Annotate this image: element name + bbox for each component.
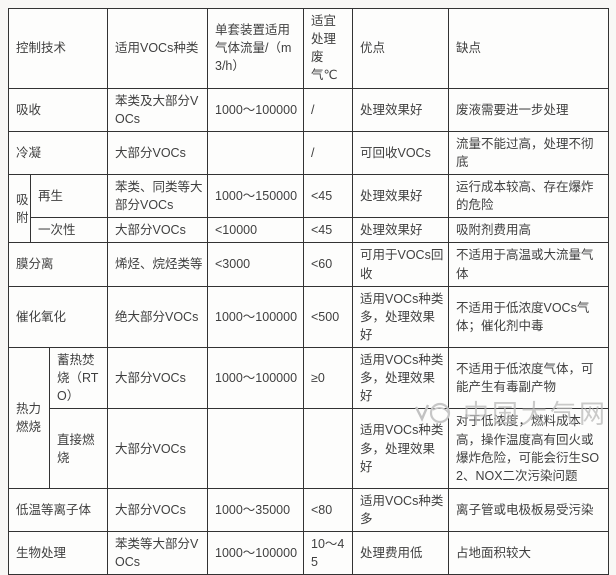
header-temp: 适宜处理废气℃ (303, 8, 353, 89)
vocs-comparison-table: 控制技术 适用VOCs种类 单套装置适用气体流量/（m3/h） 适宜处理废气℃ … (8, 8, 609, 575)
cell-cons: 占地面积较大 (448, 531, 609, 575)
cell-technology: 冷凝 (8, 130, 108, 176)
cell-temp: / (303, 130, 353, 176)
cell-cons: 不适用于高温或大流量气体 (448, 242, 609, 287)
cell-technology: 低温等离子体 (8, 487, 108, 533)
cell-flow-rate: <10000 (207, 217, 304, 244)
cell-voc-types: 大部分VOCs (107, 217, 208, 244)
cell-voc-types: 绝大部分VOCs (107, 285, 208, 349)
cell-technology: 膜分离 (8, 242, 108, 287)
header-control-technology: 控制技术 (8, 8, 108, 89)
cell-voc-types: 苯类、同类等大部分VOCs (107, 173, 208, 219)
cell-voc-types: 烯烃、烷烃类等 (107, 242, 208, 287)
table-header-row: 控制技术 适用VOCs种类 单套装置适用气体流量/（m3/h） 适宜处理废气℃ … (8, 8, 609, 89)
cell-technology-group: 吸附 (8, 173, 31, 244)
cell-technology: 生物处理 (8, 531, 108, 575)
cell-voc-types: 苯类及大部分VOCs (107, 87, 208, 132)
cell-pros: 处理费用低 (352, 531, 449, 575)
cell-temp: ≥0 (303, 346, 353, 410)
cell-temp: 10～45 (303, 531, 353, 575)
cell-cons: 流量不能过高，处理不彻底 (448, 130, 609, 176)
cell-sub-technology: 蓄热焚烧（RTO） (49, 346, 108, 410)
cell-flow-rate: 1000～35000 (207, 487, 304, 533)
table-row-condensation: 冷凝 大部分VOCs / 可回收VOCs 流量不能过高，处理不彻底 (8, 130, 609, 176)
table-row-adsorption-disposable: 一次性 大部分VOCs <10000 <45 处理效果好 吸附剂费用高 (9, 217, 609, 244)
table-row-biological: 生物处理 苯类等大部分VOCs 1000～100000 10～45 处理费用低 … (8, 531, 609, 575)
cell-flow-rate (207, 130, 304, 176)
cell-pros: 可回收VOCs (352, 130, 449, 176)
cell-pros: 处理效果好 (352, 173, 449, 219)
cell-voc-types: 大部分VOCs (107, 408, 208, 489)
cell-cons: 不适用于低浓度VOCs气体；催化剂中毒 (448, 285, 609, 349)
cell-flow-rate: 1000～100000 (207, 531, 304, 575)
cell-temp: <80 (303, 487, 353, 533)
cell-flow-rate: 1000～150000 (207, 173, 304, 219)
cell-pros: 适用VOCs种类多，处理效果好 (352, 408, 449, 489)
cell-pros: 处理效果好 (352, 87, 449, 132)
vocs-table-page: 控制技术 适用VOCs种类 单套装置适用气体流量/（m3/h） 适宜处理废气℃ … (8, 8, 609, 575)
cell-flow-rate: 1000～100000 (207, 346, 304, 410)
cell-flow-rate: <3000 (207, 242, 304, 287)
cell-cons: 运行成本较高、存在爆炸的危险 (448, 173, 609, 219)
table-row-thermal-direct: 直接燃烧 大部分VOCs 适用VOCs种类多，处理效果好 对于低浓度，燃料成本高… (9, 408, 609, 489)
cell-sub-technology: 直接燃烧 (49, 408, 108, 489)
table-row-absorption: 吸收 苯类及大部分VOCs 1000～100000 / 处理效果好 废液需要进一… (8, 87, 609, 132)
cell-flow-rate (207, 408, 304, 489)
header-pros: 优点 (352, 8, 449, 89)
cell-temp: / (303, 87, 353, 132)
cell-flow-rate: 1000～100000 (207, 87, 304, 132)
cell-pros: 适用VOCs种类多 (352, 487, 449, 533)
cell-cons: 吸附剂费用高 (448, 217, 609, 244)
cell-cons: 废液需要进一步处理 (448, 87, 609, 132)
table-row-thermal-rto: 热力燃烧 蓄热焚烧（RTO） 大部分VOCs 1000～100000 ≥0 适用… (8, 346, 609, 489)
header-voc-types: 适用VOCs种类 (107, 8, 208, 89)
cell-pros: 适用VOCs种类多，处理效果好 (352, 346, 449, 410)
cell-temp: <45 (303, 217, 353, 244)
cell-voc-types: 大部分VOCs (107, 487, 208, 533)
table-row-catalytic-oxidation: 催化氧化 绝大部分VOCs 1000～100000 <500 适用VOCs种类多… (8, 285, 609, 349)
cell-flow-rate: 1000～100000 (207, 285, 304, 349)
cell-sub-technology: 再生 (30, 173, 108, 219)
cell-pros: 处理效果好 (352, 217, 449, 244)
cell-technology-group: 热力燃烧 (8, 347, 50, 489)
cell-voc-types: 苯类等大部分VOCs (107, 531, 208, 575)
table-row-membrane: 膜分离 烯烃、烷烃类等 <3000 <60 可用于VOCs回收 不适用于高温或大… (8, 242, 609, 287)
cell-voc-types: 大部分VOCs (107, 346, 208, 410)
cell-temp: <60 (303, 242, 353, 287)
header-cons: 缺点 (448, 8, 609, 89)
cell-temp: <500 (303, 285, 353, 349)
cell-technology: 催化氧化 (8, 285, 108, 349)
header-flow-rate: 单套装置适用气体流量/（m3/h） (207, 8, 304, 89)
cell-cons: 离子管或电极板易受污染 (448, 487, 609, 533)
cell-temp: <45 (303, 173, 353, 219)
table-row-plasma: 低温等离子体 大部分VOCs 1000～35000 <80 适用VOCs种类多 … (8, 487, 609, 533)
table-row-adsorption-regen: 吸附 再生 苯类、同类等大部分VOCs 1000～150000 <45 处理效果… (8, 173, 609, 244)
cell-pros: 可用于VOCs回收 (352, 242, 449, 287)
cell-cons: 对于低浓度，燃料成本高，操作温度高有回火或爆炸危险，可能会衍生SO2、NOX二次… (448, 408, 609, 489)
cell-temp (303, 408, 353, 489)
cell-cons: 不适用于低浓度气体，可能产生有毒副产物 (448, 346, 609, 410)
cell-voc-types: 大部分VOCs (107, 130, 208, 176)
cell-technology: 吸收 (8, 87, 108, 132)
cell-sub-technology: 一次性 (30, 217, 108, 244)
cell-pros: 适用VOCs种类多，处理效果好 (352, 285, 449, 349)
